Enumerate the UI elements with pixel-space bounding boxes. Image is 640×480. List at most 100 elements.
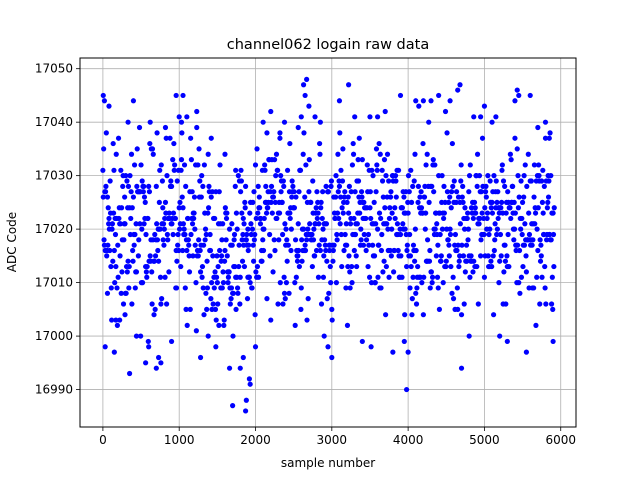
data-point [109, 221, 116, 227]
data-point [249, 285, 255, 291]
data-point [168, 338, 175, 345]
data-point [518, 274, 525, 280]
data-point [354, 221, 360, 227]
data-point [306, 103, 312, 109]
data-point [232, 183, 238, 189]
data-point [484, 215, 490, 222]
data-point [483, 183, 489, 189]
data-point [158, 162, 164, 168]
data-point [334, 210, 341, 216]
data-points [100, 76, 557, 414]
data-point [200, 183, 206, 189]
data-point [158, 301, 164, 307]
data-point [281, 274, 287, 280]
data-point [143, 231, 149, 238]
data-point [486, 231, 492, 238]
data-point [536, 162, 542, 168]
data-point [246, 242, 252, 248]
data-point [153, 365, 159, 371]
data-point [326, 290, 332, 296]
data-point [399, 274, 405, 280]
data-point [453, 199, 459, 205]
data-point [134, 146, 140, 152]
data-point [163, 135, 169, 141]
data-point [246, 274, 252, 280]
data-point [210, 301, 216, 307]
data-point [365, 231, 372, 238]
data-point [346, 82, 352, 88]
data-point [516, 194, 522, 200]
data-point [478, 189, 484, 195]
data-point [315, 274, 322, 280]
data-point [262, 167, 268, 173]
data-point [317, 151, 323, 157]
data-point [253, 215, 259, 222]
data-point [230, 403, 236, 409]
data-point [537, 258, 544, 264]
data-point [158, 360, 164, 366]
data-point [223, 237, 229, 243]
data-point [471, 199, 478, 205]
data-point [141, 194, 148, 200]
data-point [155, 247, 161, 254]
data-point [188, 157, 195, 163]
data-point [532, 210, 539, 216]
data-point [251, 258, 257, 264]
data-point [104, 290, 111, 296]
data-point [495, 215, 501, 222]
data-point [502, 242, 508, 248]
data-point [247, 210, 253, 216]
data-point [479, 210, 485, 216]
x-tick-label: 3000 [317, 433, 348, 447]
data-point [302, 194, 308, 200]
data-point [433, 253, 439, 259]
data-point [446, 253, 452, 259]
data-point [413, 98, 419, 104]
data-point [488, 205, 494, 211]
data-point [261, 226, 267, 232]
data-point [302, 242, 308, 248]
data-point [239, 210, 245, 216]
data-point [443, 258, 449, 264]
data-point [219, 237, 225, 243]
data-point [351, 215, 357, 222]
data-point [119, 269, 125, 275]
data-point [395, 247, 401, 254]
data-point [420, 140, 426, 147]
data-point [206, 183, 212, 189]
data-point [197, 269, 204, 275]
data-point [421, 194, 428, 200]
data-point [234, 226, 240, 232]
data-point [123, 173, 129, 179]
data-point [205, 205, 212, 211]
data-point [172, 162, 178, 168]
data-point [191, 215, 197, 222]
data-point [182, 231, 188, 238]
data-point [388, 253, 394, 259]
data-point [471, 114, 477, 120]
data-point [314, 215, 320, 222]
data-point [501, 269, 507, 275]
data-point [494, 226, 500, 232]
data-point [190, 253, 196, 259]
data-point [305, 226, 311, 232]
data-point [460, 183, 466, 189]
data-point [379, 178, 386, 184]
data-point [162, 199, 169, 205]
data-point [344, 242, 350, 248]
data-point [237, 301, 243, 307]
data-point [517, 290, 523, 296]
data-point [340, 210, 346, 216]
data-point [435, 242, 441, 248]
data-point [481, 231, 487, 238]
data-point [519, 231, 525, 238]
data-point [359, 338, 365, 345]
data-point [424, 237, 431, 243]
data-point [214, 280, 220, 286]
data-point [526, 231, 533, 238]
data-point [104, 194, 111, 200]
data-point [358, 226, 364, 232]
data-point [296, 189, 302, 195]
data-point [188, 231, 194, 238]
data-point [313, 205, 319, 211]
